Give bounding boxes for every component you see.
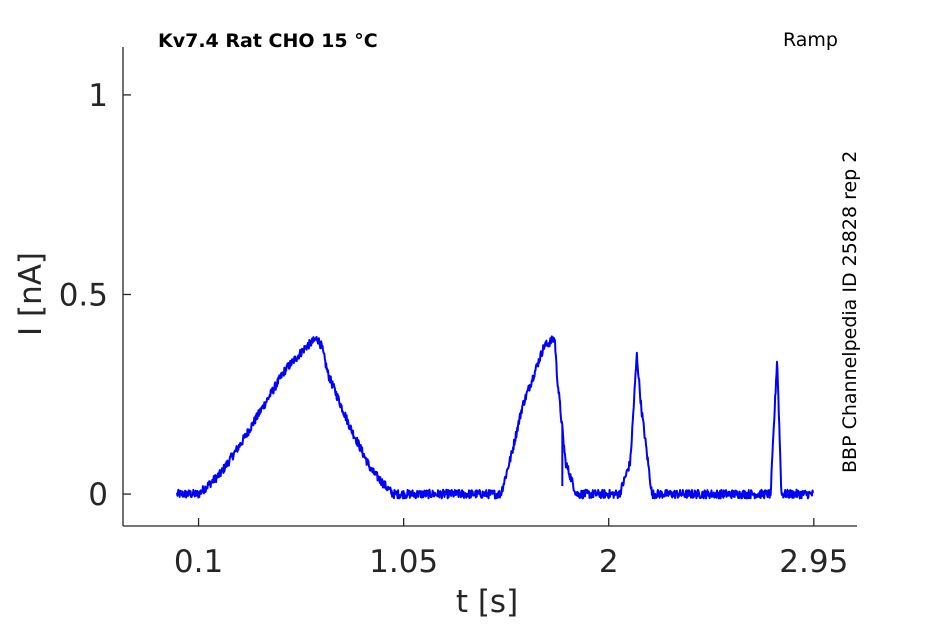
axes [122, 47, 857, 527]
chart-protocol-label: Ramp [783, 29, 838, 51]
x-tick-label: 2 [599, 544, 619, 580]
x-tick-label: 2.95 [779, 544, 848, 580]
y-tick-label: 1 [88, 78, 108, 114]
series-layer [175, 335, 815, 500]
x-tick-label: 1.05 [369, 544, 438, 580]
chart-title: Kv7.4 Rat CHO 15 °C [158, 30, 378, 52]
ticks: 0.1 1.05 2 2.95 0 0.5 1 [59, 78, 849, 580]
y-tick-label: 0 [88, 477, 108, 513]
x-tick-label: 0.1 [174, 544, 223, 580]
y-tick-label: 0.5 [59, 277, 108, 313]
x-axis-label: t [s] [456, 584, 518, 620]
series-line-0 [175, 335, 815, 500]
chart-source-label: BBP Channelpedia ID 25828 rep 2 [839, 151, 861, 473]
y-axis-label: I [nA] [13, 252, 49, 336]
